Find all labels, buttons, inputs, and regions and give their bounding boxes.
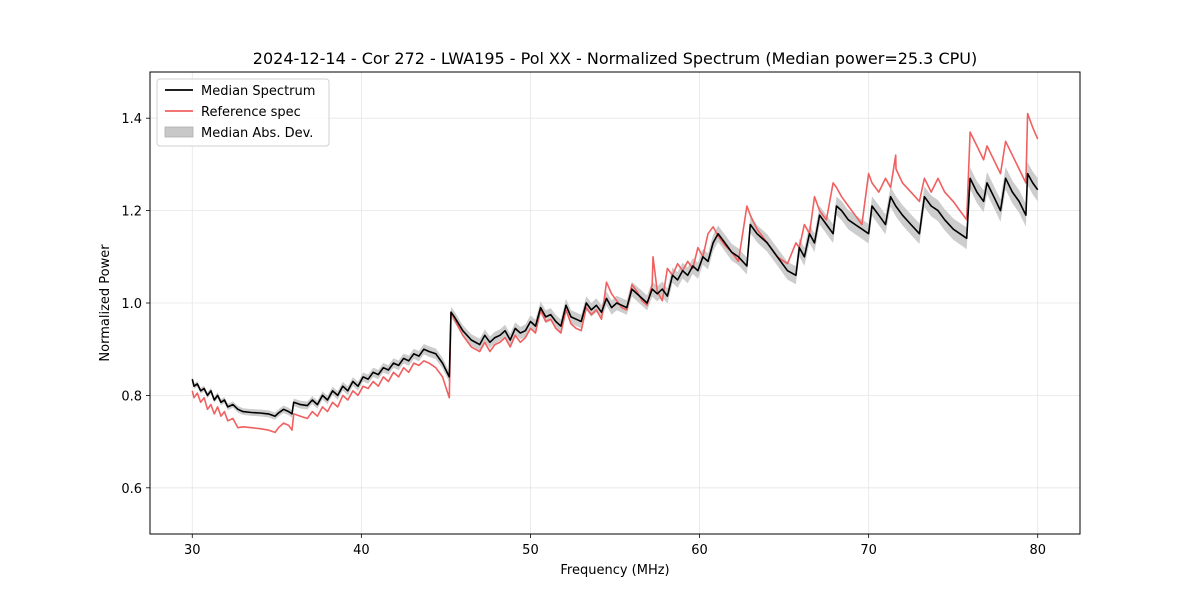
mad-band-group <box>192 162 1038 420</box>
x-axis-label: Frequency (MHz) <box>560 563 669 578</box>
legend: Median Spectrum Reference spec Median Ab… <box>156 78 330 147</box>
legend-swatch-mad <box>164 126 194 138</box>
median-spectrum-line <box>191 172 1039 418</box>
legend-label-median: Median Spectrum <box>201 84 315 99</box>
x-tick-label: 40 <box>353 543 370 558</box>
y-tick-label: 1.2 <box>121 205 142 220</box>
x-tick-label: 50 <box>522 543 539 558</box>
mad-band <box>192 162 1038 420</box>
x-tick-label: 60 <box>691 543 708 558</box>
y-tick-label: 1.0 <box>121 297 142 312</box>
x-axis-ticks: 30 40 50 60 70 80 <box>184 534 1046 558</box>
y-axis-ticks: 0.6 0.8 1.0 1.2 1.4 <box>121 112 150 497</box>
grid-lines <box>150 72 1080 534</box>
legend-label-reference: Reference spec <box>201 105 301 120</box>
y-tick-label: 0.8 <box>121 389 142 404</box>
y-tick-label: 0.6 <box>121 482 142 497</box>
legend-box <box>156 78 330 147</box>
x-tick-label: 30 <box>184 543 201 558</box>
legend-label-mad: Median Abs. Dev. <box>201 126 313 141</box>
chart-title: 2024-12-14 - Cor 272 - LWA195 - Pol XX -… <box>253 49 977 68</box>
reference-spec-line <box>191 112 1039 434</box>
series-lines <box>191 112 1039 434</box>
y-tick-label: 1.4 <box>121 112 142 127</box>
y-axis-label: Normalized Power <box>98 244 113 362</box>
x-tick-label: 80 <box>1029 543 1046 558</box>
x-tick-label: 70 <box>860 543 877 558</box>
